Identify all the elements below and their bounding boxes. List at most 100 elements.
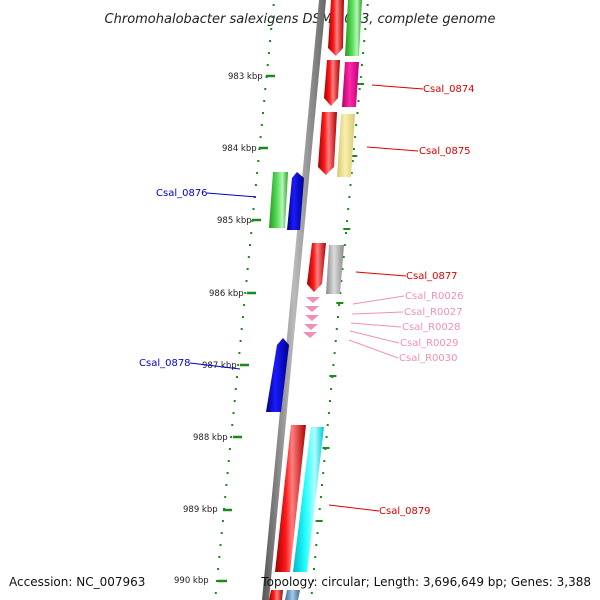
- gene-label[interactable]: Csal_0874: [423, 84, 475, 95]
- track-dot: [334, 340, 337, 342]
- track-dot: [232, 412, 235, 414]
- track-dot: [220, 532, 223, 534]
- gene-arrow-cyan[interactable]: [293, 427, 324, 572]
- track-dot: [323, 460, 326, 462]
- track-dot: [225, 484, 228, 486]
- gene-arrow-red[interactable]: [275, 425, 306, 572]
- gene-label[interactable]: Csal_R0030: [399, 353, 458, 364]
- gene-arrow-red[interactable]: [269, 590, 283, 600]
- track-dash: [322, 447, 330, 449]
- track-dot: [351, 160, 354, 162]
- track-dot: [224, 496, 227, 498]
- track-dot: [234, 388, 237, 390]
- track-dot: [318, 508, 321, 510]
- gene-arrow-steel[interactable]: [285, 590, 300, 600]
- gene-label[interactable]: Csal_0876: [156, 188, 208, 199]
- track-dot: [226, 472, 229, 474]
- leader-line: [352, 295, 405, 305]
- track-dot: [362, 52, 365, 54]
- gene-arrow-magenta[interactable]: [342, 62, 359, 107]
- track-dot: [219, 544, 222, 546]
- track-dot: [216, 580, 218, 582]
- track-dots: [214, 4, 369, 594]
- track-dot: [214, 592, 217, 594]
- trna-marker[interactable]: [304, 324, 318, 330]
- track-dot: [355, 124, 358, 126]
- gene-arrow-blue[interactable]: [287, 172, 304, 230]
- gene-label[interactable]: Csal_R0029: [400, 338, 459, 349]
- track-dot: [238, 352, 241, 354]
- gene-label[interactable]: Csal_R0026: [405, 291, 464, 302]
- track-dot: [338, 304, 341, 306]
- track-dot: [325, 436, 328, 438]
- kbp-label-988: 988 kbp: [193, 433, 228, 443]
- leader-line: [349, 330, 400, 344]
- label-leaders: [189, 84, 424, 512]
- track-dot: [349, 184, 352, 186]
- gene-arrow-red[interactable]: [307, 243, 326, 292]
- gene-label[interactable]: Csal_0875: [419, 146, 471, 157]
- gene-label[interactable]: Csal_0878: [139, 358, 191, 369]
- gene-arrow-red[interactable]: [324, 60, 340, 106]
- genome-backbone: [262, 0, 326, 600]
- track-dot: [246, 268, 249, 270]
- track-dot: [347, 208, 350, 210]
- gene-arrow-gray[interactable]: [326, 245, 344, 294]
- track-dot: [329, 400, 331, 402]
- topology-text: Topology: circular; Length: 3,696,649 bp…: [261, 575, 591, 589]
- track-dot: [315, 544, 318, 546]
- track-dot: [269, 40, 272, 42]
- gene-features: [269, 0, 362, 600]
- leader-line: [371, 84, 424, 90]
- track-dot: [340, 280, 343, 282]
- track-dot: [333, 352, 336, 354]
- track-dot: [343, 244, 346, 246]
- gene-label[interactable]: Csal_R0027: [404, 307, 463, 318]
- gene-arrow-red[interactable]: [318, 112, 337, 175]
- trna-marker[interactable]: [303, 332, 317, 338]
- track-dot: [272, 4, 275, 6]
- gene-arrow-green[interactable]: [345, 0, 362, 56]
- gene-arrow-blue[interactable]: [266, 338, 289, 412]
- leader-line: [348, 339, 399, 359]
- track-dot: [345, 232, 347, 234]
- gene-arrow-khaki[interactable]: [337, 114, 355, 177]
- genome-title: Chromohalobacter salexigens DSM 3043, co…: [105, 12, 496, 27]
- gene-arrow-green[interactable]: [269, 172, 288, 228]
- gene-label[interactable]: Csal_R0028: [402, 322, 461, 333]
- track-dot: [218, 556, 221, 558]
- track-dot: [321, 484, 323, 486]
- track-dot: [264, 88, 267, 90]
- gene-label[interactable]: Csal_0879: [379, 506, 431, 517]
- track-dash: [357, 83, 365, 85]
- trna-marker[interactable]: [306, 297, 320, 303]
- leader-line: [350, 322, 402, 328]
- kbp-label-983: 983 kbp: [228, 72, 263, 82]
- track-dot: [365, 16, 368, 18]
- kbp-label-984: 984 kbp: [222, 144, 257, 154]
- track-dash: [336, 302, 344, 304]
- track-dot: [233, 400, 236, 402]
- track-dot: [236, 376, 238, 378]
- track-dot: [237, 364, 240, 366]
- track-dot: [256, 172, 259, 174]
- track-dot: [346, 220, 349, 222]
- track-dot: [348, 196, 351, 198]
- gene-label[interactable]: Csal_0877: [406, 271, 458, 282]
- track-dot: [262, 112, 264, 114]
- track-dot: [230, 436, 233, 438]
- trna-marker[interactable]: [305, 306, 319, 312]
- leader-line: [366, 146, 419, 152]
- track-dot: [221, 520, 224, 522]
- track-dot: [363, 40, 366, 42]
- track-dot: [356, 112, 359, 114]
- track-dot: [350, 172, 353, 174]
- leader-line: [206, 192, 257, 198]
- gene-arrow-red[interactable]: [328, 0, 344, 56]
- accession-text: Accession: NC_007963: [9, 575, 146, 589]
- track-dot: [231, 424, 234, 426]
- track-dot: [366, 4, 369, 6]
- track-dot: [358, 88, 361, 90]
- trna-marker[interactable]: [305, 315, 319, 321]
